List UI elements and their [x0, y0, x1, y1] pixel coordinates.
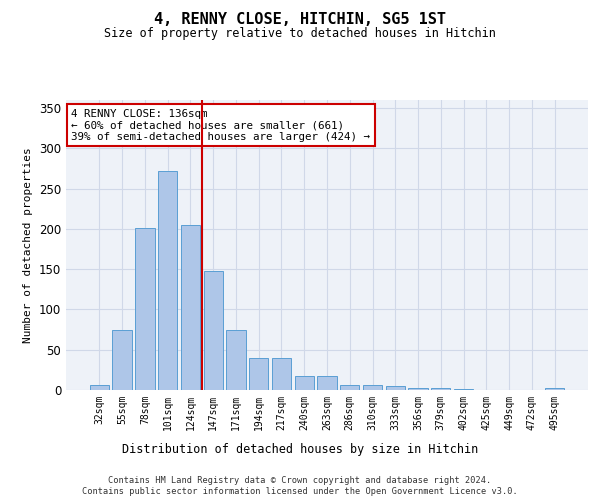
Bar — [249, 358, 268, 390]
Bar — [545, 388, 564, 390]
Bar — [203, 271, 223, 390]
Bar — [158, 171, 178, 390]
Bar — [272, 358, 291, 390]
Bar — [363, 385, 382, 390]
Bar — [295, 376, 314, 390]
Text: Distribution of detached houses by size in Hitchin: Distribution of detached houses by size … — [122, 442, 478, 456]
Bar — [135, 228, 155, 390]
Bar — [409, 388, 428, 390]
Bar — [112, 330, 132, 390]
Y-axis label: Number of detached properties: Number of detached properties — [23, 147, 34, 343]
Bar — [340, 385, 359, 390]
Text: Contains HM Land Registry data © Crown copyright and database right 2024.: Contains HM Land Registry data © Crown c… — [109, 476, 491, 485]
Bar — [90, 385, 109, 390]
Bar — [386, 386, 405, 390]
Text: 4, RENNY CLOSE, HITCHIN, SG5 1ST: 4, RENNY CLOSE, HITCHIN, SG5 1ST — [154, 12, 446, 28]
Text: Size of property relative to detached houses in Hitchin: Size of property relative to detached ho… — [104, 28, 496, 40]
Bar — [431, 388, 451, 390]
Text: Contains public sector information licensed under the Open Government Licence v3: Contains public sector information licen… — [82, 488, 518, 496]
Bar — [181, 225, 200, 390]
Bar — [454, 389, 473, 390]
Bar — [317, 376, 337, 390]
Text: 4 RENNY CLOSE: 136sqm
← 60% of detached houses are smaller (661)
39% of semi-det: 4 RENNY CLOSE: 136sqm ← 60% of detached … — [71, 108, 370, 142]
Bar — [226, 330, 245, 390]
